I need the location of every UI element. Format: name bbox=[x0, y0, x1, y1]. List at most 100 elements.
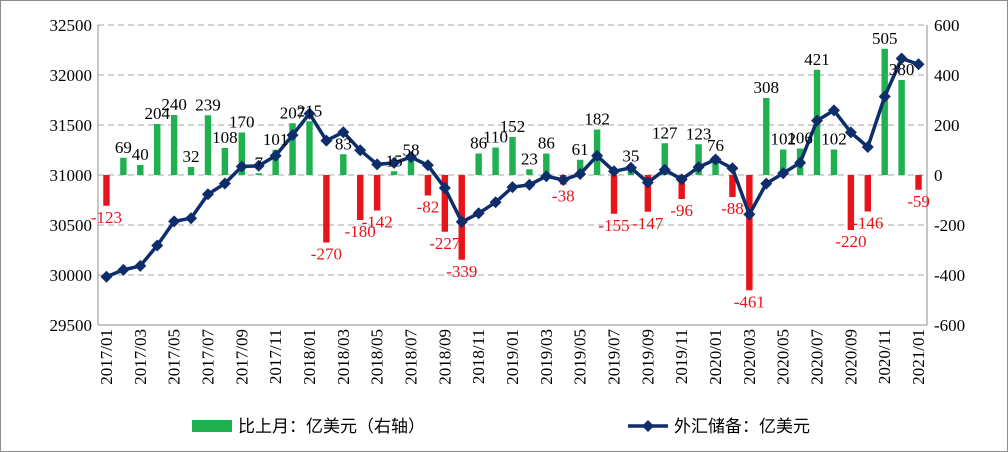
bar bbox=[526, 169, 533, 175]
line-marker bbox=[709, 153, 722, 166]
line-marker bbox=[218, 177, 231, 190]
bar bbox=[492, 147, 499, 175]
bar bbox=[847, 175, 855, 230]
bar bbox=[238, 132, 246, 175]
bar bbox=[763, 98, 770, 175]
bar bbox=[610, 175, 618, 214]
x-tick-label: 2019/03 bbox=[537, 329, 556, 385]
bar bbox=[678, 175, 685, 199]
line-marker bbox=[100, 270, 113, 283]
bar-data-label: 123 bbox=[686, 124, 712, 143]
line-marker bbox=[608, 165, 621, 178]
line-marker bbox=[658, 163, 671, 176]
bar bbox=[695, 144, 702, 175]
bar bbox=[340, 154, 347, 175]
bar-data-label: 182 bbox=[584, 110, 610, 129]
line-marker bbox=[912, 58, 925, 71]
bar-data-label: 127 bbox=[652, 123, 678, 142]
bar-data-label: 215 bbox=[297, 101, 323, 120]
bar bbox=[187, 167, 195, 175]
bar bbox=[509, 137, 516, 175]
legend-label-line: 外汇储备：亿美元 bbox=[674, 417, 810, 436]
line-marker bbox=[134, 259, 147, 272]
x-tick-label: 2019/09 bbox=[638, 329, 657, 385]
bar-data-label: -59 bbox=[907, 192, 930, 211]
line-marker bbox=[811, 114, 824, 127]
line-marker bbox=[303, 107, 316, 120]
x-tick-label: 2020/01 bbox=[706, 329, 725, 385]
bar-data-label: 76 bbox=[707, 136, 724, 155]
bar-data-label: 86 bbox=[538, 134, 555, 153]
left-axis-tick-label: 30500 bbox=[50, 216, 93, 235]
bar bbox=[543, 153, 550, 175]
bar bbox=[306, 121, 313, 175]
bar-data-label: 152 bbox=[500, 117, 526, 136]
bar bbox=[746, 175, 753, 291]
left-axis-tick-label: 31500 bbox=[50, 116, 93, 135]
bar-data-label: -270 bbox=[311, 245, 342, 264]
bar bbox=[137, 165, 144, 175]
legend-swatch-marker bbox=[642, 420, 654, 432]
x-tick-label: 2020/05 bbox=[774, 329, 793, 385]
left-axis-tick-label: 31000 bbox=[50, 166, 93, 185]
bar bbox=[576, 159, 584, 175]
x-tick-label: 2020/11 bbox=[875, 329, 894, 384]
bar-data-label: -82 bbox=[417, 198, 440, 217]
line-marker bbox=[337, 126, 350, 139]
bar-data-label: -147 bbox=[632, 214, 664, 233]
bar-data-label: 239 bbox=[195, 95, 221, 114]
x-tick-label: 2017/01 bbox=[97, 329, 116, 385]
line-marker bbox=[895, 52, 908, 65]
line-marker bbox=[371, 158, 384, 171]
line-marker bbox=[641, 176, 654, 189]
x-tick-label: 2020/07 bbox=[808, 329, 827, 385]
line-marker bbox=[675, 173, 688, 186]
line-marker bbox=[117, 263, 130, 276]
line-marker bbox=[252, 159, 265, 172]
bar-data-label: 204 bbox=[144, 104, 170, 123]
bar bbox=[644, 175, 652, 212]
legend-label-bars: 比上月：亿美元（右轴） bbox=[238, 417, 425, 436]
x-tick-label: 2019/07 bbox=[605, 329, 624, 385]
line-marker bbox=[743, 208, 756, 221]
bar-data-label: -96 bbox=[670, 201, 693, 220]
x-tick-label: 2017/11 bbox=[266, 329, 285, 384]
line-marker bbox=[455, 215, 468, 228]
bar bbox=[170, 115, 178, 175]
left-axis-tick-label: 30000 bbox=[50, 266, 93, 285]
right-axis-tick-label: -200 bbox=[934, 216, 965, 235]
x-tick-label: 2018/07 bbox=[401, 329, 420, 385]
x-tick-label: 2018/05 bbox=[368, 329, 387, 385]
bar-data-label: -220 bbox=[835, 232, 866, 251]
x-tick-label: 2019/01 bbox=[503, 329, 522, 385]
bar bbox=[881, 48, 888, 175]
line-marker bbox=[235, 160, 248, 173]
bar-data-label: 101 bbox=[263, 130, 289, 149]
bar-data-label: 110 bbox=[483, 128, 508, 147]
bar-data-label: 106 bbox=[787, 129, 813, 148]
right-axis-tick-label: 0 bbox=[934, 166, 943, 185]
bar-data-label: -123 bbox=[91, 208, 122, 227]
bar bbox=[221, 148, 229, 175]
line-marker bbox=[726, 162, 739, 175]
x-tick-label: 2017/07 bbox=[198, 329, 217, 385]
bar-data-label: 7 bbox=[254, 153, 263, 172]
line-marker bbox=[151, 239, 164, 252]
right-axis-tick-label: -400 bbox=[934, 266, 965, 285]
bar-data-label: 170 bbox=[229, 113, 255, 132]
bar-data-label: 380 bbox=[889, 60, 915, 79]
left-axis-tick-label: 32000 bbox=[50, 66, 93, 85]
bar bbox=[272, 149, 279, 175]
bar-data-label: 15 bbox=[386, 151, 403, 170]
line-marker bbox=[472, 207, 485, 220]
bar bbox=[103, 175, 110, 206]
bar bbox=[441, 175, 449, 232]
bar bbox=[255, 173, 262, 175]
bar-data-label: 58 bbox=[402, 141, 419, 160]
bar-data-label: 23 bbox=[521, 149, 538, 168]
bar bbox=[729, 175, 736, 197]
line-marker bbox=[168, 215, 181, 228]
bar-data-label: -88 bbox=[721, 199, 744, 218]
bar-data-label: 69 bbox=[115, 138, 132, 157]
